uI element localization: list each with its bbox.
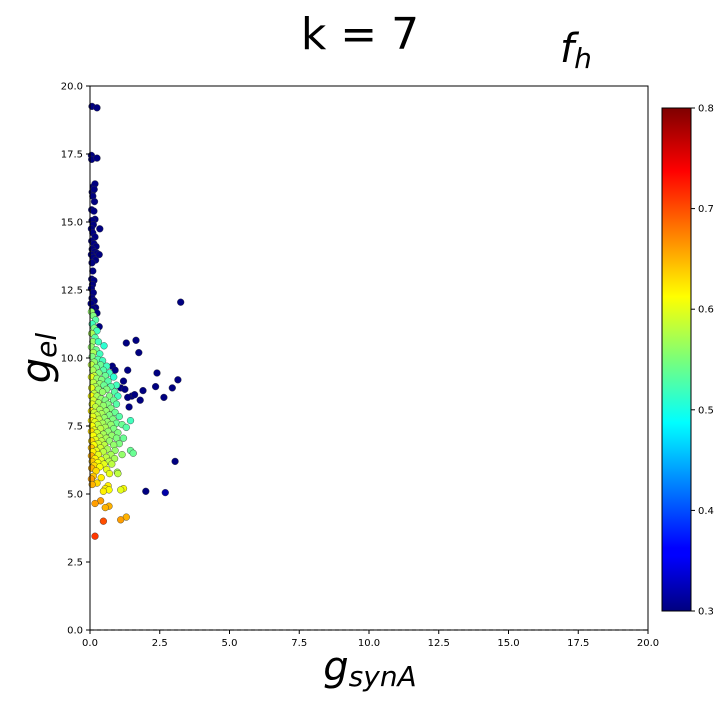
svg-text:fh: fh (560, 26, 592, 75)
colorbar-tick-label: 0.4 (698, 506, 714, 517)
scatter-point (131, 391, 139, 399)
scatter-point (174, 376, 182, 384)
x-tick-label: 15.0 (497, 638, 519, 649)
x-axis-ticks: 0.0 2.5 5.0 7.5 10.0 12.5 15.0 17.5 20.0 (82, 630, 659, 649)
y-axis-label-sub: el (30, 333, 63, 358)
scatter-point (119, 434, 128, 442)
colorbar (661, 107, 692, 612)
scatter-point (117, 486, 125, 494)
scatter-point (121, 385, 129, 393)
scatter-point (124, 366, 132, 374)
colorbar-title-sub: h (574, 42, 592, 75)
scatter-point (171, 457, 179, 466)
scatter-point (153, 369, 161, 377)
scatter-point (97, 474, 105, 482)
colorbar-ticks: 0.3 0.4 0.5 0.6 0.7 0.8 (691, 104, 714, 618)
x-tick-label: 7.5 (291, 638, 307, 649)
scatter-point (122, 339, 130, 347)
scatter-point (105, 470, 114, 478)
scatter-point (110, 373, 118, 381)
svg-text:gel: gel (14, 333, 63, 384)
scatter-point (136, 396, 144, 404)
x-tick-label: 12.5 (428, 638, 450, 649)
scatter-point (124, 393, 132, 402)
y-tick-label: 12.5 (61, 286, 83, 297)
y-tick-label: 7.5 (67, 422, 83, 433)
y-axis-ticks: 0.0 2.5 5.0 7.5 10.0 12.5 15.0 17.5 20.0 (61, 82, 90, 637)
colorbar-tick-label: 0.8 (698, 104, 714, 115)
colorbar-tick-label: 0.5 (698, 405, 714, 416)
x-tick-label: 20.0 (637, 638, 659, 649)
x-tick-label: 0.0 (82, 638, 98, 649)
scatter-point (94, 338, 103, 346)
y-tick-label: 17.5 (61, 150, 83, 161)
scatter-point (100, 342, 108, 350)
scatter-point (129, 449, 137, 457)
scatter-point (119, 377, 128, 385)
scatter-point (126, 417, 135, 425)
svg-text:gsynA: gsynA (323, 644, 416, 693)
scatter-point (108, 460, 116, 468)
x-tick-label: 5.0 (222, 638, 238, 649)
plot-area (90, 86, 648, 630)
scatter-point (93, 104, 101, 112)
scatter-point (99, 487, 108, 495)
scatter-point (98, 388, 107, 396)
scatter-point (117, 516, 125, 524)
scatter-point (177, 298, 185, 306)
scatter-point (90, 198, 99, 206)
colorbar-tick-label: 0.7 (698, 204, 714, 215)
chart-title: k = 7 (301, 9, 419, 60)
scatter-point (118, 451, 126, 459)
scatter-point (89, 267, 97, 275)
y-tick-label: 2.5 (67, 558, 83, 569)
colorbar-title: fh (560, 26, 592, 75)
scatter-point (91, 499, 99, 508)
scatter-point (90, 185, 98, 194)
scatter-point (139, 387, 147, 395)
scatter-point (91, 532, 99, 540)
scatter-point (152, 383, 160, 391)
colorbar-tick-label: 0.6 (698, 305, 714, 316)
scatter-point (115, 412, 123, 421)
y-tick-label: 5.0 (67, 490, 83, 501)
y-tick-label: 10.0 (61, 354, 83, 365)
colorbar-tick-label: 0.3 (698, 607, 714, 618)
scatter-point (132, 336, 140, 344)
scatter-point (142, 487, 150, 495)
y-tick-label: 0.0 (67, 626, 83, 637)
scatter-point (112, 400, 121, 408)
scatter-point (168, 384, 176, 392)
scatter-point (90, 207, 98, 215)
scatter-point (101, 504, 109, 512)
scatter-point (160, 393, 168, 402)
scatter-points (87, 102, 185, 540)
y-tick-label: 15.0 (61, 218, 83, 229)
y-tick-label: 20.0 (61, 82, 83, 93)
scatter-point (125, 403, 133, 411)
x-axis-label-main: g (323, 644, 348, 690)
scatter-point (161, 489, 169, 497)
x-tick-label: 2.5 (152, 638, 168, 649)
x-axis-label: gsynA (323, 644, 416, 693)
scatter-point (135, 349, 143, 357)
y-axis-label: gel (14, 333, 63, 384)
scatter-point (99, 517, 108, 525)
scatter-point (95, 251, 103, 259)
scatter-point (114, 470, 122, 478)
scatter-point (122, 423, 130, 432)
scatter-point (93, 154, 101, 162)
x-tick-label: 17.5 (567, 638, 589, 649)
y-axis-label-main: g (14, 358, 60, 383)
x-axis-label-sub: synA (349, 660, 417, 693)
scatter-point (96, 225, 104, 233)
x-tick-label: 10.0 (358, 638, 380, 649)
